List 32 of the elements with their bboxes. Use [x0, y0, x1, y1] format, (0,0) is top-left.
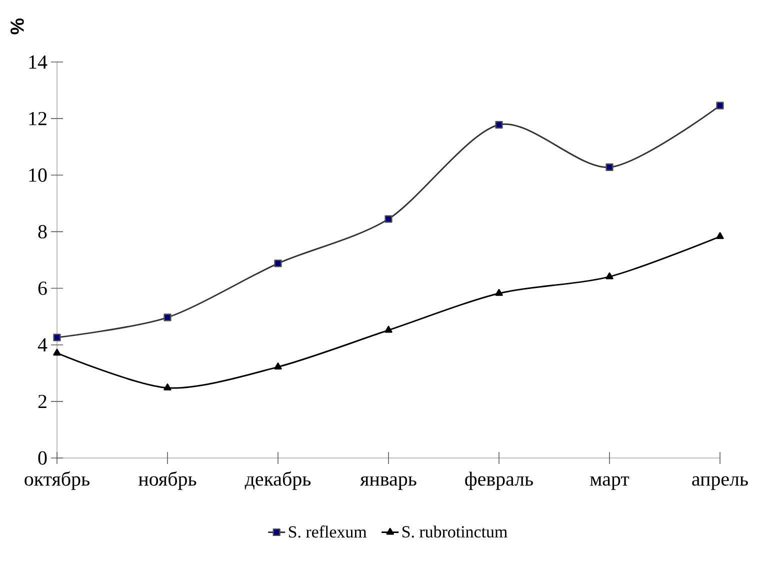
y-tick-label: 8 [38, 224, 47, 238]
point [53, 334, 61, 342]
y-tick-label: 12 [29, 112, 46, 126]
x-tick-label: февраль [465, 472, 533, 490]
point [384, 326, 392, 333]
point [53, 348, 61, 356]
point [384, 215, 392, 223]
point [606, 163, 614, 172]
y-tick-label: 0 [38, 451, 47, 465]
x-tick-label: ноябрь [138, 471, 196, 490]
point [495, 121, 503, 129]
point [164, 384, 172, 390]
point [274, 362, 282, 370]
point [164, 314, 172, 322]
x-tick-label: декабрь [244, 471, 311, 490]
y-tick-label: 14 [29, 55, 48, 69]
x-tick-label: апрель [692, 476, 748, 490]
y-tick-label: 2 [38, 394, 46, 408]
point [606, 272, 614, 280]
legend-label: S. rubrotinctum [402, 526, 508, 538]
x-tick-label: март [590, 476, 630, 490]
point [716, 102, 724, 110]
point [716, 232, 724, 240]
y-axis-title: % [10, 18, 24, 34]
y-tick-label: 4 [38, 338, 48, 352]
x-tick-label: январь [360, 476, 416, 490]
legend-label: S. reflexum [288, 526, 367, 538]
y-tick-label: 6 [38, 282, 47, 295]
point [274, 260, 282, 268]
x-tick-label: октябрь [24, 471, 90, 490]
y-tick-label: 10 [29, 168, 47, 182]
point [495, 289, 503, 296]
